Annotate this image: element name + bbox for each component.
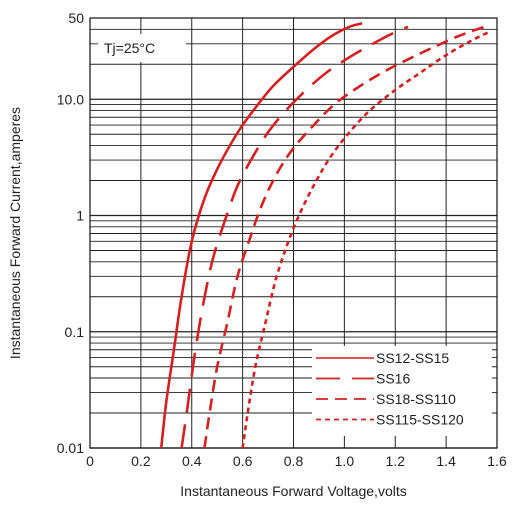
- legend-background: [312, 346, 492, 436]
- x-tick-label: 1.2: [386, 453, 406, 469]
- annotation-background: [98, 34, 186, 62]
- y-axis-title: Instantaneous Forward Current,amperes: [7, 107, 23, 359]
- x-tick-label: 0.6: [233, 453, 253, 469]
- x-tick-labels: 0 0.2 0.4 0.6 0.8 1.0 1.2 1.4 1.6: [86, 453, 507, 469]
- x-tick-label: 1.0: [335, 453, 355, 469]
- y-tick-labels: 0.01 0.1 1 10.0 50: [57, 10, 84, 456]
- annotation-box: Tj=25°C: [98, 34, 186, 62]
- x-tick-label: 1.6: [487, 453, 507, 469]
- legend-label: SS12-SS15: [376, 350, 449, 366]
- x-tick-label: 0.2: [131, 453, 151, 469]
- x-axis-title: Instantaneous Forward Voltage,volts: [180, 483, 406, 499]
- x-tick-label: 0.4: [182, 453, 202, 469]
- y-tick-label: 0.1: [65, 324, 85, 340]
- legend-label: SS115-SS120: [376, 412, 464, 428]
- y-tick-label: 10.0: [57, 91, 84, 107]
- plot-frame: [89, 17, 498, 449]
- legend: SS12-SS15 SS16 SS18-SS110 SS115-SS120: [312, 346, 492, 436]
- series-line-ss18-ss110: [203, 25, 485, 449]
- y-tick-label: 1: [76, 208, 84, 224]
- series-line-ss12-ss15: [159, 22, 363, 449]
- legend-label: SS18-SS110: [376, 391, 456, 407]
- y-tick-label: 50: [68, 10, 84, 26]
- series-lines: [159, 22, 490, 449]
- x-tick-label: 0.8: [284, 453, 304, 469]
- y-tick-label: 0.01: [57, 440, 84, 456]
- x-tick-label: 0: [86, 453, 94, 469]
- x-tick-label: 1.4: [436, 453, 456, 469]
- temperature-annotation: Tj=25°C: [104, 40, 155, 56]
- series-line-ss16: [180, 25, 409, 449]
- legend-label: SS16: [376, 371, 410, 387]
